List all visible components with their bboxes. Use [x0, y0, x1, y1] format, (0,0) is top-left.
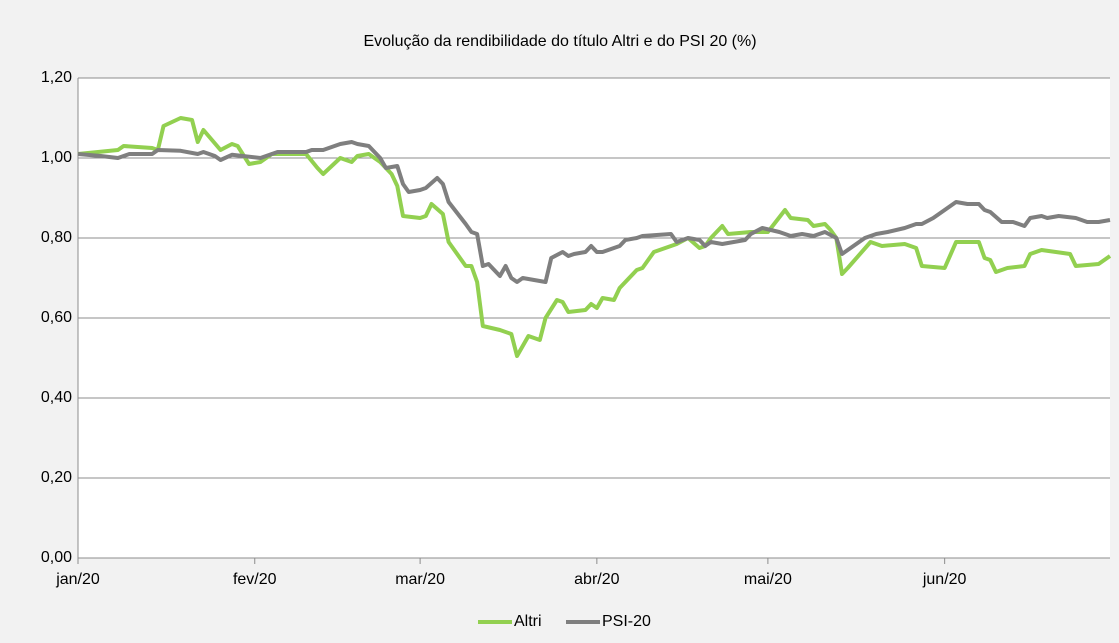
- chart-title: Evolução da rendibilidade do título Altr…: [363, 33, 756, 50]
- x-tick-label: mar/20: [395, 571, 445, 588]
- y-tick-label: 0,80: [41, 229, 72, 246]
- y-tick-label: 0,40: [41, 389, 72, 406]
- x-tick-label: fev/20: [233, 571, 277, 588]
- legend-label: PSI-20: [602, 613, 651, 630]
- x-tick-label: mai/20: [744, 571, 792, 588]
- y-tick-label: 0,00: [41, 549, 72, 566]
- x-tick-label: jan/20: [55, 571, 100, 588]
- y-tick-label: 0,60: [41, 309, 72, 326]
- y-tick-label: 1,00: [41, 149, 72, 166]
- legend-label: Altri: [514, 613, 542, 630]
- y-tick-label: 1,20: [41, 69, 72, 86]
- y-tick-label: 0,20: [41, 469, 72, 486]
- x-tick-label: jun/20: [922, 571, 967, 588]
- x-tick-label: abr/20: [574, 571, 619, 588]
- series-line: [77, 140, 1111, 284]
